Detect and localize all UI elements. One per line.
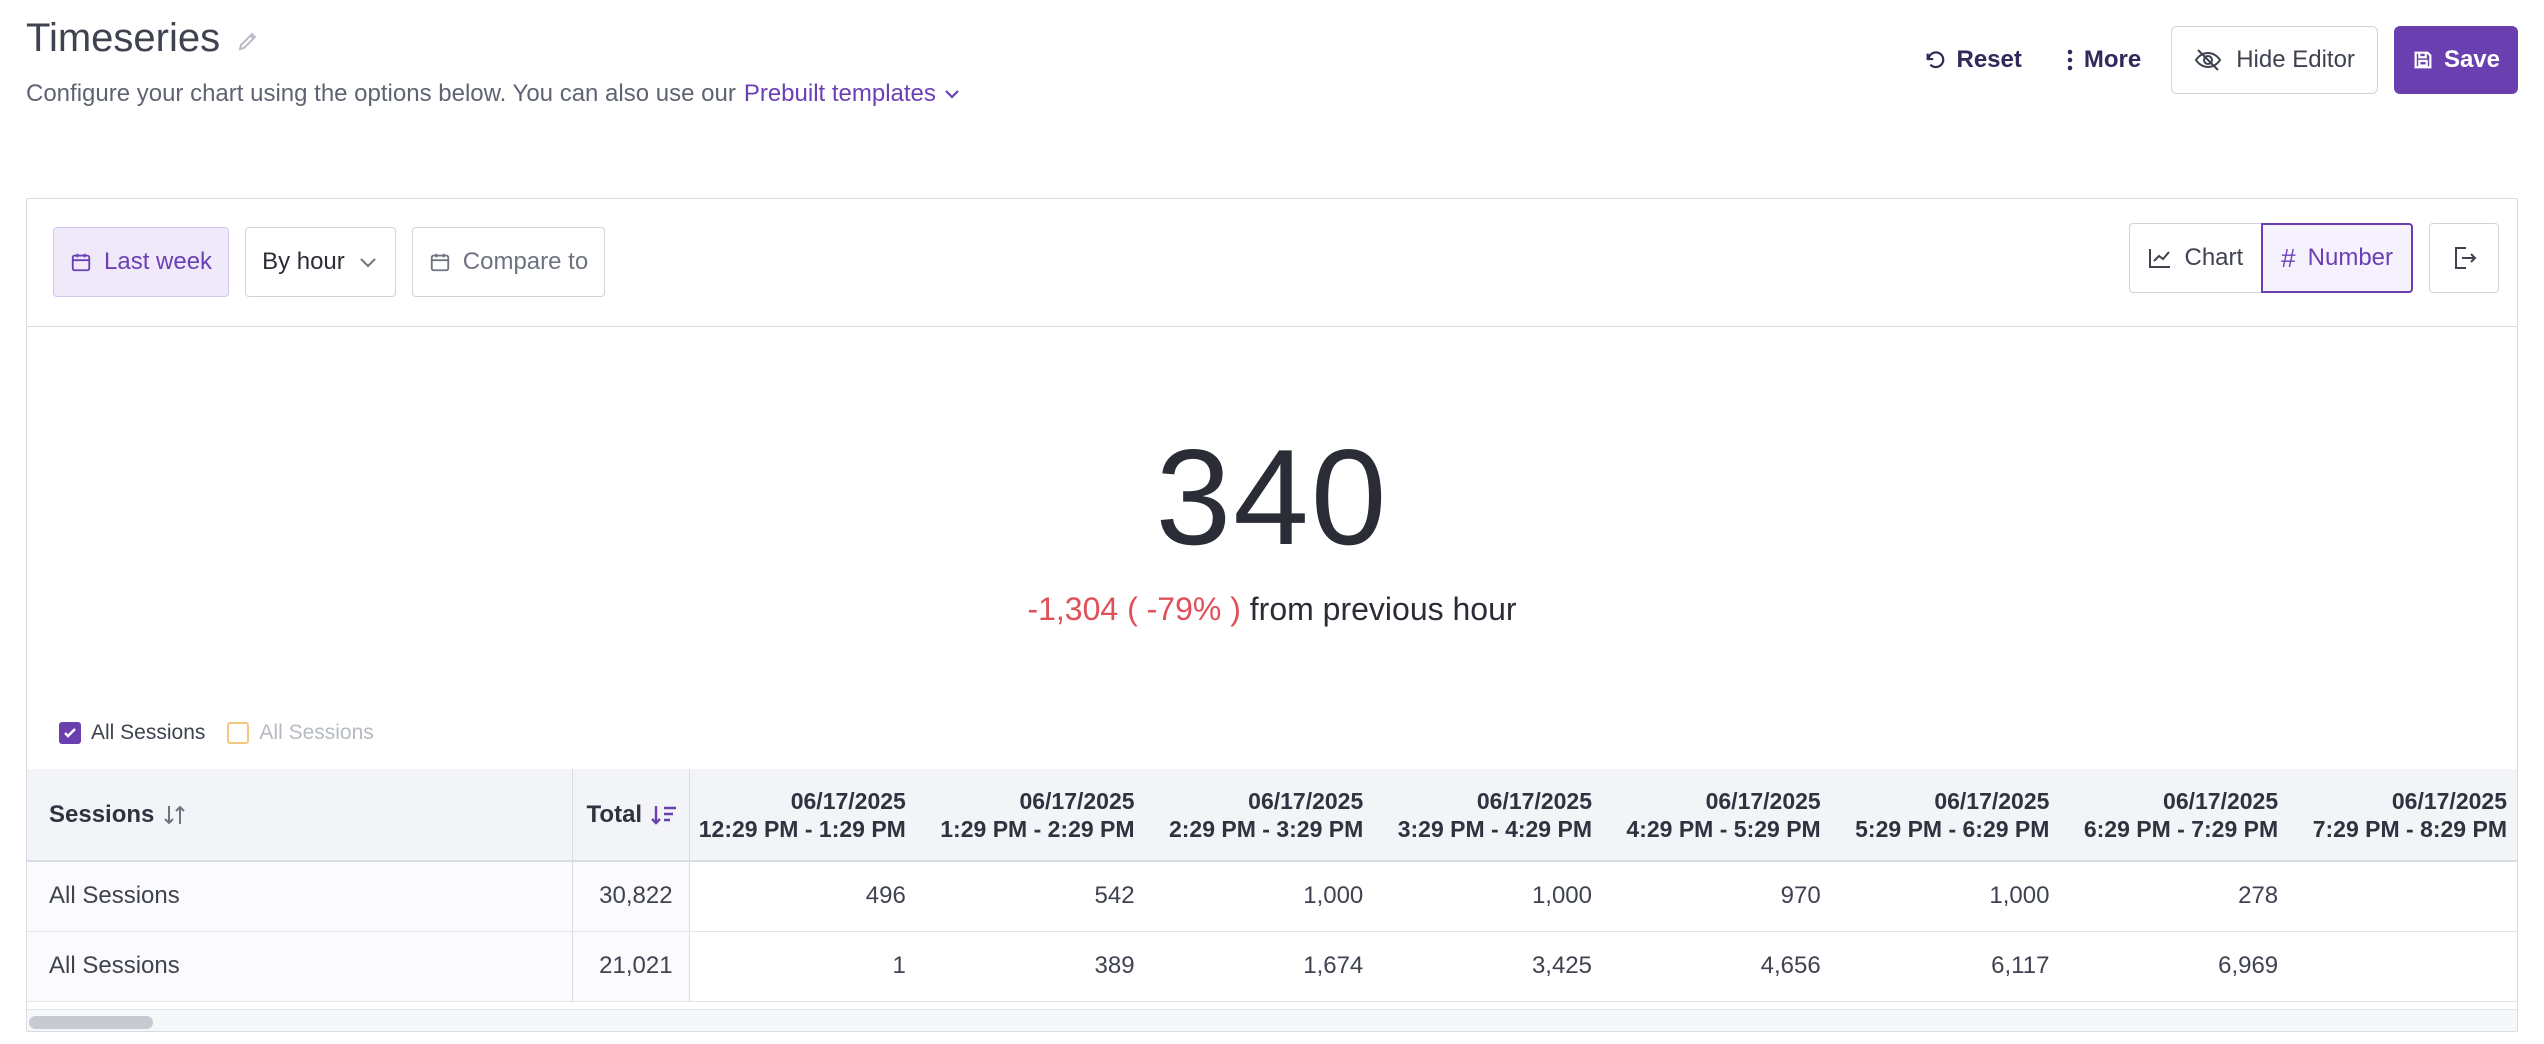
legend-item[interactable]: All Sessions bbox=[59, 721, 205, 745]
toolbar-view: Chart # Number bbox=[2129, 223, 2499, 293]
subtitle-text: Configure your chart using the options b… bbox=[26, 80, 736, 107]
eye-off-icon bbox=[2195, 49, 2222, 71]
cell-value: 496 bbox=[689, 861, 918, 932]
legend-label: All Sessions bbox=[259, 721, 374, 744]
time-column-header[interactable]: 06/17/2025 4:29 PM - 5:29 PM bbox=[1604, 769, 1833, 862]
cell-value: 970 bbox=[1604, 861, 1833, 932]
toolbar-filters: Last week By hour Compare to bbox=[53, 227, 606, 297]
cell-value: 389 bbox=[917, 931, 1147, 1002]
total-header-label: Total bbox=[586, 800, 643, 828]
line-chart-icon bbox=[2149, 249, 2171, 268]
save-icon bbox=[2414, 51, 2432, 69]
calendar-icon bbox=[430, 253, 449, 272]
cell-value: 6,969 bbox=[2061, 931, 2291, 1002]
view-chart-label: Chart bbox=[2184, 244, 2244, 271]
date-range-button[interactable]: Last week bbox=[53, 227, 230, 297]
table-header-row: Sessions Total 06/17/2025 12:29 PM - 1:29… bbox=[27, 769, 2517, 862]
cell-value bbox=[2290, 861, 2517, 932]
view-chart-option[interactable]: Chart bbox=[2129, 223, 2262, 293]
prebuilt-templates-link[interactable]: Prebuilt templates bbox=[744, 80, 962, 108]
time-column-header[interactable]: 06/17/2025 3:29 PM - 4:29 PM bbox=[1375, 769, 1604, 862]
row-name: All Sessions bbox=[27, 861, 573, 932]
view-number-option[interactable]: # Number bbox=[2261, 223, 2413, 293]
hash-icon: # bbox=[2281, 242, 2296, 273]
cell-value: 1 bbox=[689, 931, 918, 1002]
row-total: 21,021 bbox=[572, 931, 690, 1002]
granularity-select[interactable]: By hour bbox=[245, 227, 396, 297]
chart-toolbar: Last week By hour Compare to Chart # Num… bbox=[27, 199, 2517, 327]
more-button[interactable]: More bbox=[2052, 26, 2155, 94]
horizontal-scrollbar[interactable] bbox=[27, 1009, 2517, 1031]
chevron-down-icon bbox=[360, 258, 376, 268]
export-icon bbox=[2455, 247, 2477, 269]
delta-value: -1,304 ( -79% ) bbox=[1027, 591, 1241, 627]
time-column-header[interactable]: 06/17/2025 5:29 PM - 6:29 PM bbox=[1832, 769, 2062, 862]
cell-value: 3,425 bbox=[1375, 931, 1604, 1002]
sessions-header-label: Sessions bbox=[49, 800, 155, 828]
editor-header: Timeseries Configure your chart using th… bbox=[26, 16, 2518, 116]
hide-editor-button[interactable]: Hide Editor bbox=[2171, 26, 2378, 94]
total-column-header[interactable]: Total bbox=[572, 769, 690, 862]
scrollbar-thumb[interactable] bbox=[29, 1016, 153, 1029]
chart-panel: Last week By hour Compare to Chart # Num… bbox=[26, 198, 2518, 1032]
view-number-label: Number bbox=[2307, 244, 2393, 271]
date-range-label: Last week bbox=[104, 248, 213, 275]
cell-value: 1,000 bbox=[1375, 861, 1604, 932]
chevron-down-icon bbox=[945, 90, 959, 99]
calendar-icon bbox=[71, 253, 91, 272]
hide-editor-label: Hide Editor bbox=[2236, 46, 2355, 73]
view-toggle: Chart # Number bbox=[2129, 223, 2413, 293]
sessions-column-header[interactable]: Sessions bbox=[27, 769, 573, 862]
undo-icon bbox=[1927, 51, 1945, 69]
checkbox-unchecked-icon bbox=[227, 722, 250, 744]
export-button[interactable] bbox=[2429, 223, 2499, 293]
series-legend: All Sessions All Sessions bbox=[59, 721, 374, 745]
cell-value: 6,117 bbox=[1832, 931, 2062, 1002]
subtitle: Configure your chart using the options b… bbox=[26, 80, 962, 108]
row-name: All Sessions bbox=[27, 931, 573, 1002]
row-total: 30,822 bbox=[572, 861, 690, 932]
cell-value: 1,000 bbox=[1146, 861, 1376, 932]
granularity-label: By hour bbox=[262, 248, 345, 275]
page-title: Timeseries bbox=[26, 16, 221, 60]
table-row: All Sessions 21,021 1 389 1,674 3,425 4,… bbox=[27, 931, 2517, 1002]
metric-delta: -1,304 ( -79% ) from previous hour bbox=[27, 591, 2517, 628]
sort-desc-icon bbox=[651, 805, 677, 825]
compare-to-label: Compare to bbox=[462, 248, 589, 275]
table-row: All Sessions 30,822 496 542 1,000 1,000 … bbox=[27, 861, 2517, 932]
more-label: More bbox=[2083, 46, 2142, 73]
delta-label: from previous hour bbox=[1249, 591, 1517, 627]
cell-value: 1,674 bbox=[1146, 931, 1376, 1002]
reset-label: Reset bbox=[1956, 46, 2022, 73]
time-column-header[interactable]: 06/17/2025 2:29 PM - 3:29 PM bbox=[1146, 769, 1376, 862]
pencil-icon[interactable] bbox=[236, 29, 260, 53]
more-vertical-icon bbox=[2067, 49, 2073, 71]
data-table: Sessions Total 06/17/2025 12:29 PM - 1:29… bbox=[27, 769, 2517, 1002]
cell-value: 542 bbox=[917, 861, 1147, 932]
cell-value bbox=[2290, 931, 2517, 1002]
data-table-wrap: Sessions Total 06/17/2025 12:29 PM - 1:29… bbox=[27, 769, 2517, 1031]
cell-value: 1,000 bbox=[1832, 861, 2062, 932]
sort-icon bbox=[164, 805, 186, 824]
checkbox-checked-icon bbox=[59, 722, 81, 744]
time-column-header[interactable]: 06/17/2025 12:29 PM - 1:29 PM bbox=[689, 769, 918, 862]
cell-value: 4,656 bbox=[1604, 931, 1833, 1002]
compare-to-button[interactable]: Compare to bbox=[411, 227, 606, 297]
save-label: Save bbox=[2443, 46, 2500, 73]
title-row: Timeseries bbox=[26, 16, 2518, 61]
save-button[interactable]: Save bbox=[2393, 26, 2518, 94]
time-column-header[interactable]: 06/17/2025 1:29 PM - 2:29 PM bbox=[917, 769, 1147, 862]
prebuilt-templates-label: Prebuilt templates bbox=[743, 80, 936, 107]
header-actions: Reset More Hide Editor Save bbox=[1910, 26, 2518, 94]
time-column-header[interactable]: 06/17/2025 6:29 PM - 7:29 PM bbox=[2061, 769, 2291, 862]
legend-label: All Sessions bbox=[91, 721, 206, 744]
metric-value: 340 bbox=[1155, 421, 1389, 573]
time-column-header[interactable]: 06/17/2025 7:29 PM - 8:29 PM bbox=[2290, 769, 2517, 862]
reset-button[interactable]: Reset bbox=[1910, 26, 2035, 94]
cell-value: 278 bbox=[2061, 861, 2291, 932]
legend-item[interactable]: All Sessions bbox=[227, 721, 374, 745]
